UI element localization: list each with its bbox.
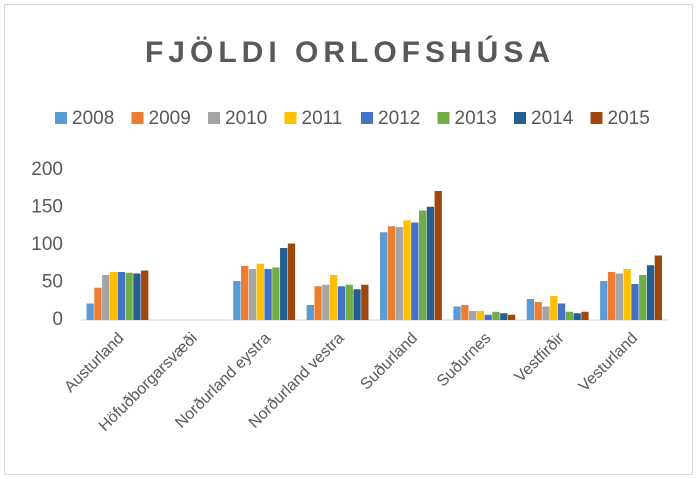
bar [380, 232, 388, 320]
bar [395, 227, 403, 320]
bar [125, 272, 133, 320]
bar [264, 269, 272, 320]
bar [314, 286, 322, 320]
bar [418, 210, 427, 320]
legend-swatch [131, 112, 144, 124]
legend-label: 2008 [72, 108, 114, 129]
bar [387, 226, 396, 320]
bar [639, 275, 647, 320]
bar [306, 305, 314, 320]
bar [330, 275, 338, 320]
bar [141, 270, 149, 320]
bar [353, 289, 361, 320]
bar [248, 269, 257, 320]
y-tick-label: 50 [42, 272, 63, 293]
bar [573, 313, 581, 320]
bar [102, 275, 110, 320]
bar [345, 284, 353, 320]
bar [468, 311, 477, 320]
legend-swatch [514, 112, 526, 124]
bar [542, 306, 550, 320]
legend-label: 2009 [149, 108, 191, 129]
bar [117, 272, 125, 320]
bar [484, 314, 492, 320]
bar [322, 284, 330, 320]
bar [631, 284, 639, 320]
legend-label: 2013 [455, 108, 497, 129]
bar [426, 206, 435, 320]
bar [434, 191, 442, 320]
bar [272, 267, 280, 320]
legend-label: 2011 [302, 108, 343, 129]
bar [287, 243, 296, 320]
bar [507, 314, 516, 320]
bar [654, 255, 662, 320]
bar [600, 281, 608, 320]
y-tick-label: 100 [31, 234, 63, 255]
bar [337, 286, 346, 320]
bar [94, 287, 102, 320]
legend-swatch [208, 112, 220, 124]
bar [256, 263, 264, 320]
bar [476, 311, 485, 320]
legend-swatch [361, 112, 373, 124]
legend-swatch [590, 112, 603, 124]
legend-label: 2014 [531, 108, 574, 129]
bar [526, 299, 535, 320]
bar [550, 296, 558, 320]
bar [565, 311, 574, 320]
bar [615, 273, 624, 320]
legend-label: 2012 [378, 108, 420, 129]
legend-swatch [437, 112, 450, 124]
bar [461, 305, 469, 320]
y-tick-label: 150 [31, 197, 63, 218]
bar [623, 269, 631, 320]
legend-label: 2015 [608, 108, 650, 129]
bar [241, 266, 249, 320]
bar [453, 306, 461, 320]
bar [534, 302, 542, 320]
bar [280, 248, 288, 320]
bar [500, 313, 508, 320]
bar [492, 311, 500, 320]
bar [581, 311, 589, 320]
chart-border [4, 4, 693, 475]
legend-swatch [55, 112, 67, 124]
y-tick-label: 200 [31, 159, 63, 180]
bar [233, 281, 241, 320]
legend-label: 2010 [225, 108, 267, 129]
bar [133, 273, 141, 320]
y-tick-label: 0 [52, 309, 63, 330]
bar [109, 272, 118, 320]
bar [403, 220, 411, 320]
chart-title: FJÖLDI ORLOFSHÚSA [145, 35, 555, 69]
bar [607, 272, 616, 320]
bar [411, 222, 419, 320]
bar [646, 265, 655, 320]
bar [86, 303, 94, 320]
bar [361, 284, 369, 320]
bar [557, 303, 566, 320]
legend-swatch [284, 112, 297, 124]
